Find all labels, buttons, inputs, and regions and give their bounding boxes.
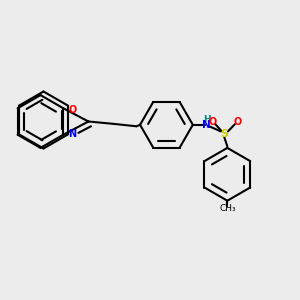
Text: N: N — [202, 120, 211, 130]
Text: S: S — [220, 129, 228, 139]
Text: O: O — [69, 105, 77, 116]
Text: H: H — [203, 115, 211, 124]
Text: CH₃: CH₃ — [219, 204, 236, 213]
Text: O: O — [234, 117, 242, 127]
Text: O: O — [208, 117, 217, 127]
Text: N: N — [68, 128, 76, 139]
